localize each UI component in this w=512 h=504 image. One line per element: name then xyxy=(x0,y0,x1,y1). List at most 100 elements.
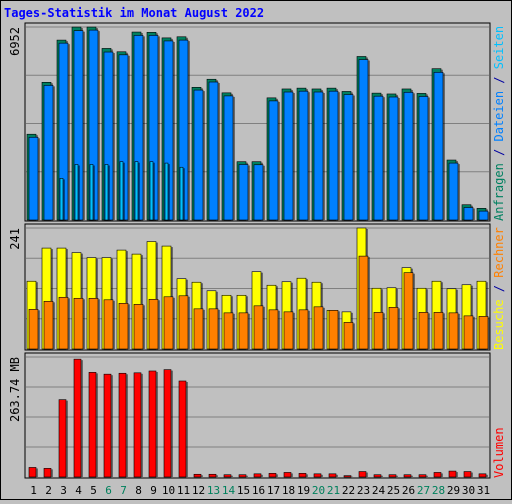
bar-volumen-day-18 xyxy=(284,472,291,477)
bar-dateien-day-12 xyxy=(194,90,203,220)
bar-volumen-day-16 xyxy=(254,474,261,477)
max-label-bottom: 263.74 MB xyxy=(8,357,22,422)
x-tick-label: 6 xyxy=(105,484,112,497)
legend-entry: Volumen xyxy=(492,427,506,478)
bar-volumen-day-13 xyxy=(209,474,216,477)
bar-volumen-day-9 xyxy=(149,371,156,477)
bar-rechner-day-8 xyxy=(134,304,143,349)
x-tick-label: 3 xyxy=(60,484,67,497)
bar-rechner-day-11 xyxy=(179,296,188,349)
bar-rechner-day-18 xyxy=(284,312,293,349)
bar-dateien-day-23 xyxy=(359,60,368,220)
bar-rechner-day-19 xyxy=(299,310,308,349)
panel-middle: 241 xyxy=(8,224,490,350)
bar-rechner-day-28 xyxy=(434,312,443,349)
legend-entry: Besuche xyxy=(492,299,506,350)
x-tick-label: 10 xyxy=(162,484,175,497)
legend-bottom: Volumen xyxy=(492,427,506,478)
bar-volumen-day-6 xyxy=(104,374,111,477)
bar-rechner-day-16 xyxy=(254,306,263,349)
bar-rechner-day-27 xyxy=(419,312,428,349)
bar-dateien-day-28 xyxy=(434,72,443,220)
x-tick-label: 30 xyxy=(462,484,475,497)
bar-volumen-day-24 xyxy=(374,475,381,477)
bar-volumen-day-12 xyxy=(194,474,201,477)
bar-rechner-day-4 xyxy=(74,298,83,349)
bar-volumen-day-11 xyxy=(179,381,186,477)
bar-dateien-day-14 xyxy=(224,96,233,220)
x-tick-label: 27 xyxy=(417,484,430,497)
bar-volumen-day-7 xyxy=(119,373,126,477)
bar-seiten-day-5 xyxy=(90,164,93,220)
bar-rechner-day-12 xyxy=(194,309,203,349)
bar-seiten-day-8 xyxy=(135,162,138,220)
x-tick-label: 11 xyxy=(177,484,190,497)
bar-dateien-day-16 xyxy=(254,165,263,220)
max-label-middle: 241 xyxy=(8,228,22,250)
bar-rechner-day-10 xyxy=(164,297,173,349)
bar-rechner-day-31 xyxy=(479,316,488,349)
bar-volumen-day-1 xyxy=(29,467,36,477)
bar-rechner-day-21 xyxy=(329,310,338,349)
bar-volumen-day-23 xyxy=(359,472,366,477)
bar-dateien-day-17 xyxy=(269,101,278,220)
bar-dateien-day-20 xyxy=(314,92,323,220)
bar-rechner-day-7 xyxy=(119,303,128,349)
bar-volumen-day-30 xyxy=(464,472,471,477)
x-tick-label: 12 xyxy=(192,484,205,497)
bar-rechner-day-14 xyxy=(224,313,233,349)
panel-top: 6952 xyxy=(8,23,490,221)
bar-volumen-day-19 xyxy=(299,473,306,477)
bar-volumen-day-8 xyxy=(134,373,141,477)
bar-dateien-day-27 xyxy=(419,96,428,220)
legend-entry: Dateien xyxy=(492,91,506,142)
bar-volumen-day-25 xyxy=(389,475,396,477)
legend-entry: / xyxy=(492,278,506,300)
legend-entry: / xyxy=(492,69,506,91)
bar-dateien-day-2 xyxy=(44,85,53,220)
bar-volumen-day-22 xyxy=(344,476,351,477)
legend-top: Anfragen / Dateien / Seiten xyxy=(492,26,506,221)
x-tick-label: 2 xyxy=(45,484,52,497)
bar-dateien-day-19 xyxy=(299,91,308,220)
x-tick-label: 31 xyxy=(477,484,490,497)
bar-rechner-day-24 xyxy=(374,312,383,349)
x-tick-label: 8 xyxy=(135,484,142,497)
bar-volumen-day-21 xyxy=(329,474,336,477)
bar-volumen-day-15 xyxy=(239,475,246,477)
bar-rechner-day-1 xyxy=(29,309,38,349)
bar-volumen-day-2 xyxy=(44,468,51,477)
bar-dateien-day-31 xyxy=(479,211,488,220)
bar-seiten-day-7 xyxy=(120,162,123,220)
x-tick-label: 13 xyxy=(207,484,220,497)
bar-rechner-day-15 xyxy=(239,313,248,349)
bar-dateien-day-15 xyxy=(239,164,248,220)
bar-seiten-day-11 xyxy=(180,167,183,220)
bar-rechner-day-30 xyxy=(464,316,473,349)
legend-middle: Besuche / Rechner xyxy=(492,227,506,350)
bar-dateien-day-21 xyxy=(329,91,338,220)
bar-volumen-day-26 xyxy=(404,475,411,477)
bar-volumen-day-27 xyxy=(419,475,426,477)
legend-entry: Rechner xyxy=(492,227,506,278)
panel-bottom: 263.74 MB xyxy=(8,353,490,478)
bar-dateien-day-24 xyxy=(374,96,383,220)
x-tick-label: 15 xyxy=(237,484,250,497)
bar-dateien-day-22 xyxy=(344,95,353,220)
bar-dateien-day-25 xyxy=(389,97,398,220)
bar-dateien-day-1 xyxy=(29,137,38,220)
bar-dateien-day-30 xyxy=(464,208,473,220)
bar-rechner-day-20 xyxy=(314,307,323,349)
x-tick-label: 19 xyxy=(297,484,310,497)
bar-volumen-day-31 xyxy=(479,474,486,477)
bar-seiten-day-10 xyxy=(165,163,168,220)
bar-volumen-day-3 xyxy=(59,400,66,477)
bar-volumen-day-4 xyxy=(74,359,81,477)
x-tick-label: 16 xyxy=(252,484,265,497)
x-tick-label: 4 xyxy=(75,484,82,497)
x-tick-label: 1 xyxy=(30,484,37,497)
bar-rechner-day-29 xyxy=(449,313,458,349)
